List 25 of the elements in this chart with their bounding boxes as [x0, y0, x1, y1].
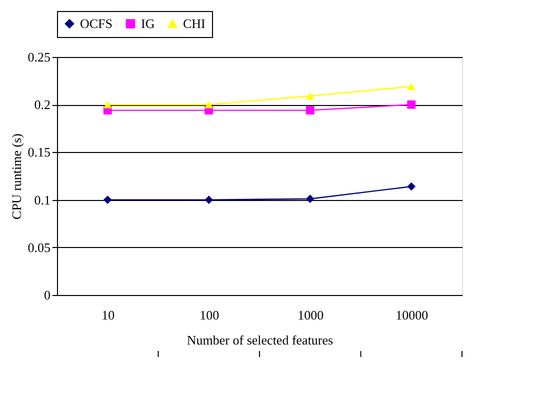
y-tick-label: 0.25 — [28, 50, 50, 64]
point — [407, 182, 416, 191]
point — [306, 92, 314, 100]
y-tick-label: 0.2 — [34, 97, 50, 112]
point — [103, 196, 112, 204]
legend-label: CHI — [183, 16, 206, 31]
x-tick-label: 1000 — [298, 308, 324, 322]
x-tick-label: 100 — [200, 308, 220, 322]
y-tick-label: 0.15 — [28, 144, 50, 160]
x-axis-title: Number of selected features — [186, 332, 334, 348]
legend-label: IG — [141, 16, 155, 31]
point — [204, 100, 214, 108]
y-tick-label: 0.05 — [28, 240, 50, 255]
y-tick-label: 0.1 — [34, 192, 50, 208]
point — [103, 100, 112, 108]
point — [407, 100, 416, 109]
x-tick-label: 10000 — [396, 308, 428, 322]
point — [204, 196, 214, 204]
x-tick-label: 10 — [102, 308, 115, 322]
y-axis-title: CPU runtime (s) — [8, 134, 24, 220]
point — [407, 82, 416, 90]
point — [306, 194, 314, 204]
legend-label: OCFS — [80, 16, 113, 31]
y-tick-label: 0 — [44, 288, 50, 302]
point — [306, 106, 314, 114]
